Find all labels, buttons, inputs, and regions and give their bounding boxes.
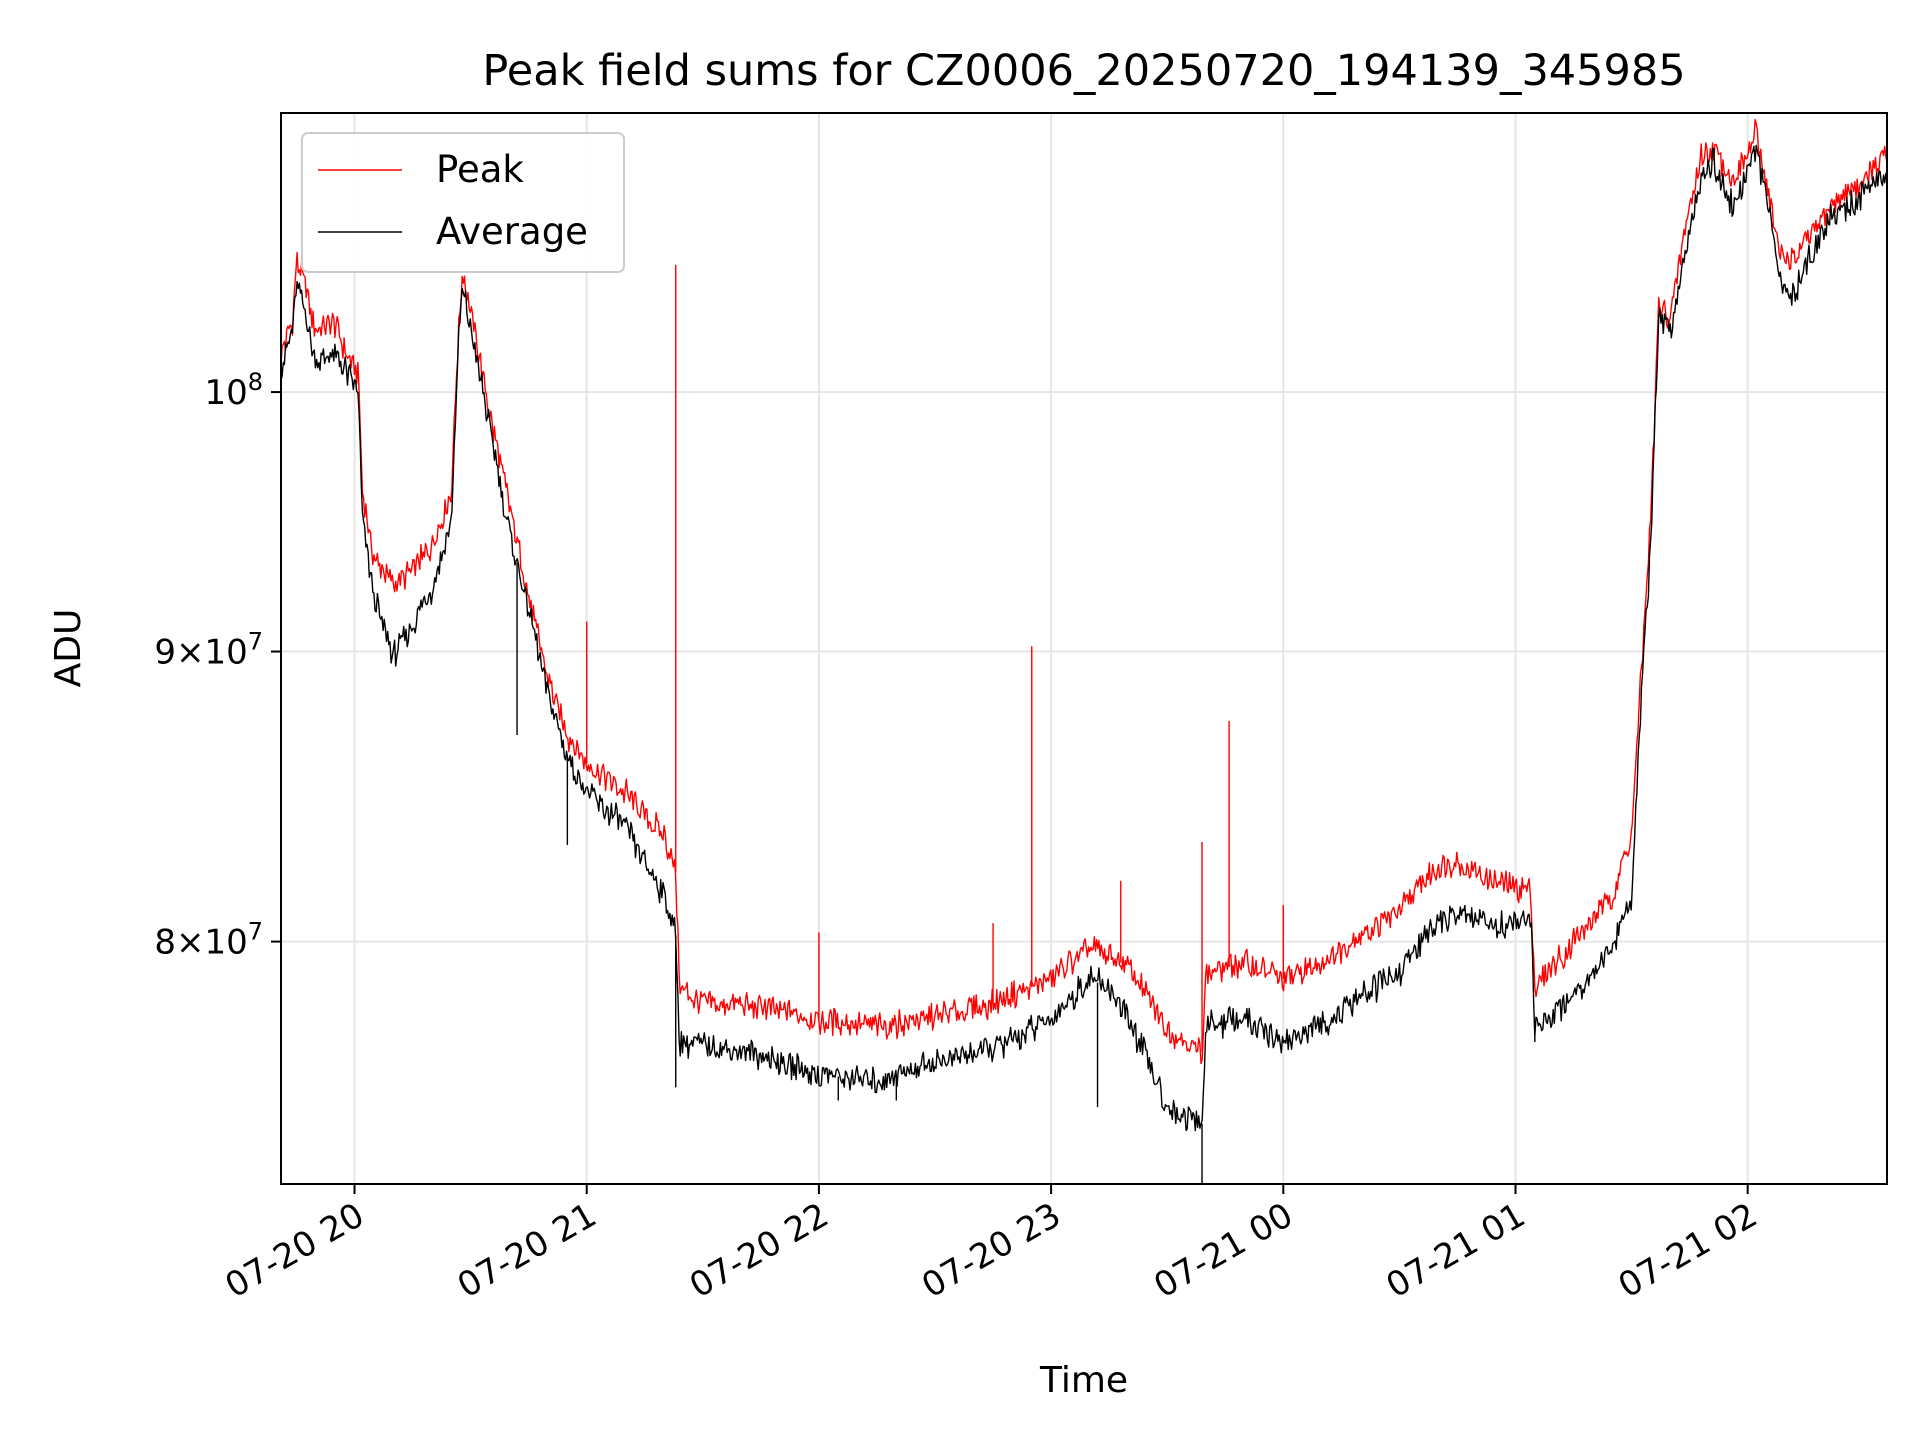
legend-label-peak: Peak <box>436 148 524 191</box>
series-line-peak <box>281 118 1887 1065</box>
legend-box <box>301 132 625 273</box>
x-axis-label: Time <box>1039 1360 1128 1401</box>
y-tick-label: 9×107 <box>154 628 263 673</box>
series-line-average <box>281 144 1887 1132</box>
legend: Peak Average <box>301 132 625 273</box>
y-tick-label: 8×107 <box>154 918 263 963</box>
series-average <box>281 144 1887 1184</box>
y-tick-label: 108 <box>204 368 263 413</box>
series-layer <box>281 118 1887 1184</box>
series-peak <box>281 118 1887 1065</box>
grid <box>281 113 1887 1184</box>
chart-title: Peak field sums for CZ0006_20250720_1941… <box>482 46 1685 96</box>
legend-label-average: Average <box>436 210 588 253</box>
plot-frame <box>280 112 1888 1185</box>
y-axis-label: ADU <box>48 609 89 688</box>
y-axis-ticks: 8×107 9×107 108 <box>154 368 281 963</box>
